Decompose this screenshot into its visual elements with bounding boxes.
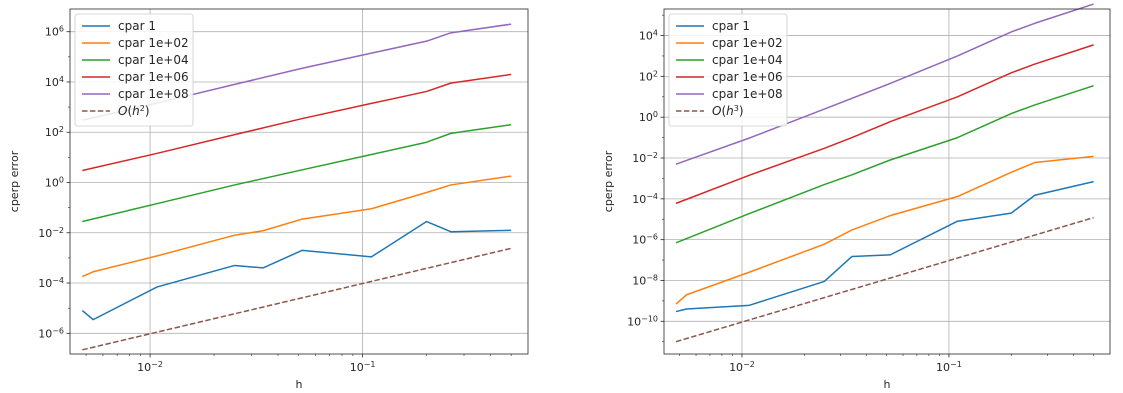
y-tick-label: 10−6	[632, 232, 658, 247]
chart-right: 10−2 10−1 10−10 10−8 10−6 10−4 10−2 100 102 104 h c…	[602, 3, 1111, 391]
legend-entry: cpar 1	[118, 19, 156, 33]
legend-entry: cpar 1e+02	[712, 36, 783, 50]
legend: cpar 1 cpar 1e+02 cpar 1e+04 cpar 1e+06 cpar…	[74, 13, 194, 127]
series-line-5	[675, 216, 1094, 343]
legend-box	[668, 13, 788, 127]
y-tick-label: 104	[639, 28, 658, 43]
y-tick-label: 10−8	[632, 273, 658, 288]
x-tick-label: 10−1	[350, 360, 376, 375]
series-line-5	[82, 247, 512, 351]
legend-entry: cpar 1e+08	[118, 87, 189, 101]
series-line-2	[675, 84, 1094, 244]
y-tick-label: 106	[45, 24, 64, 39]
y-tick-label: 100	[45, 175, 64, 190]
y-tick-label: 10−4	[632, 191, 658, 206]
x-axis-label: h	[884, 378, 891, 391]
y-axis-label: cperp error	[602, 150, 615, 212]
series-line-0	[81, 220, 512, 321]
series-line-3	[82, 73, 512, 172]
legend: cpar 1 cpar 1e+02 cpar 1e+04 cpar 1e+06 cpar…	[668, 13, 788, 127]
y-tick-label: 100	[639, 110, 658, 125]
legend-box	[74, 13, 194, 127]
series-line-1	[82, 175, 512, 278]
legend-entry: O(h2)	[118, 104, 150, 119]
series-line-3	[675, 44, 1094, 205]
legend-entry: cpar 1e+06	[712, 70, 783, 84]
legend-entry: cpar 1e+04	[118, 53, 189, 67]
y-tick-label: 104	[45, 74, 64, 89]
series-line-1	[675, 155, 1094, 305]
legend-entry: O(h3)	[712, 104, 744, 119]
legend-entry: cpar 1e+02	[118, 36, 189, 50]
y-axis-label: cperp error	[8, 150, 21, 212]
y-tick-label: 102	[45, 125, 64, 140]
x-tick-label: 10−1	[936, 360, 962, 375]
legend-entry: cpar 1e+06	[118, 70, 189, 84]
legend-entry: cpar 1e+08	[712, 87, 783, 101]
series-line-2	[82, 123, 512, 223]
y-tick-label: 10−10	[627, 314, 658, 329]
x-tick-label: 10−2	[729, 360, 755, 375]
y-tick-label: 10−6	[38, 326, 64, 341]
x-tick-label: 10−2	[137, 360, 163, 375]
y-tick-label: 102	[639, 69, 658, 84]
x-axis-label: h	[296, 378, 303, 391]
series-line-0	[675, 180, 1094, 313]
legend-entry: cpar 1e+04	[712, 53, 783, 67]
series-line-4	[675, 3, 1094, 165]
axes-frame	[663, 8, 1111, 355]
y-tick-label: 10−2	[632, 151, 658, 166]
chart-left: 10−2 10−1 10−6 10−4 10−2 100 102 104 106 h cperp e…	[8, 8, 529, 391]
y-tick-label: 10−4	[38, 276, 64, 291]
y-tick-label: 10−2	[38, 225, 64, 240]
axes-frame	[69, 8, 529, 355]
legend-entry: cpar 1	[712, 19, 750, 33]
